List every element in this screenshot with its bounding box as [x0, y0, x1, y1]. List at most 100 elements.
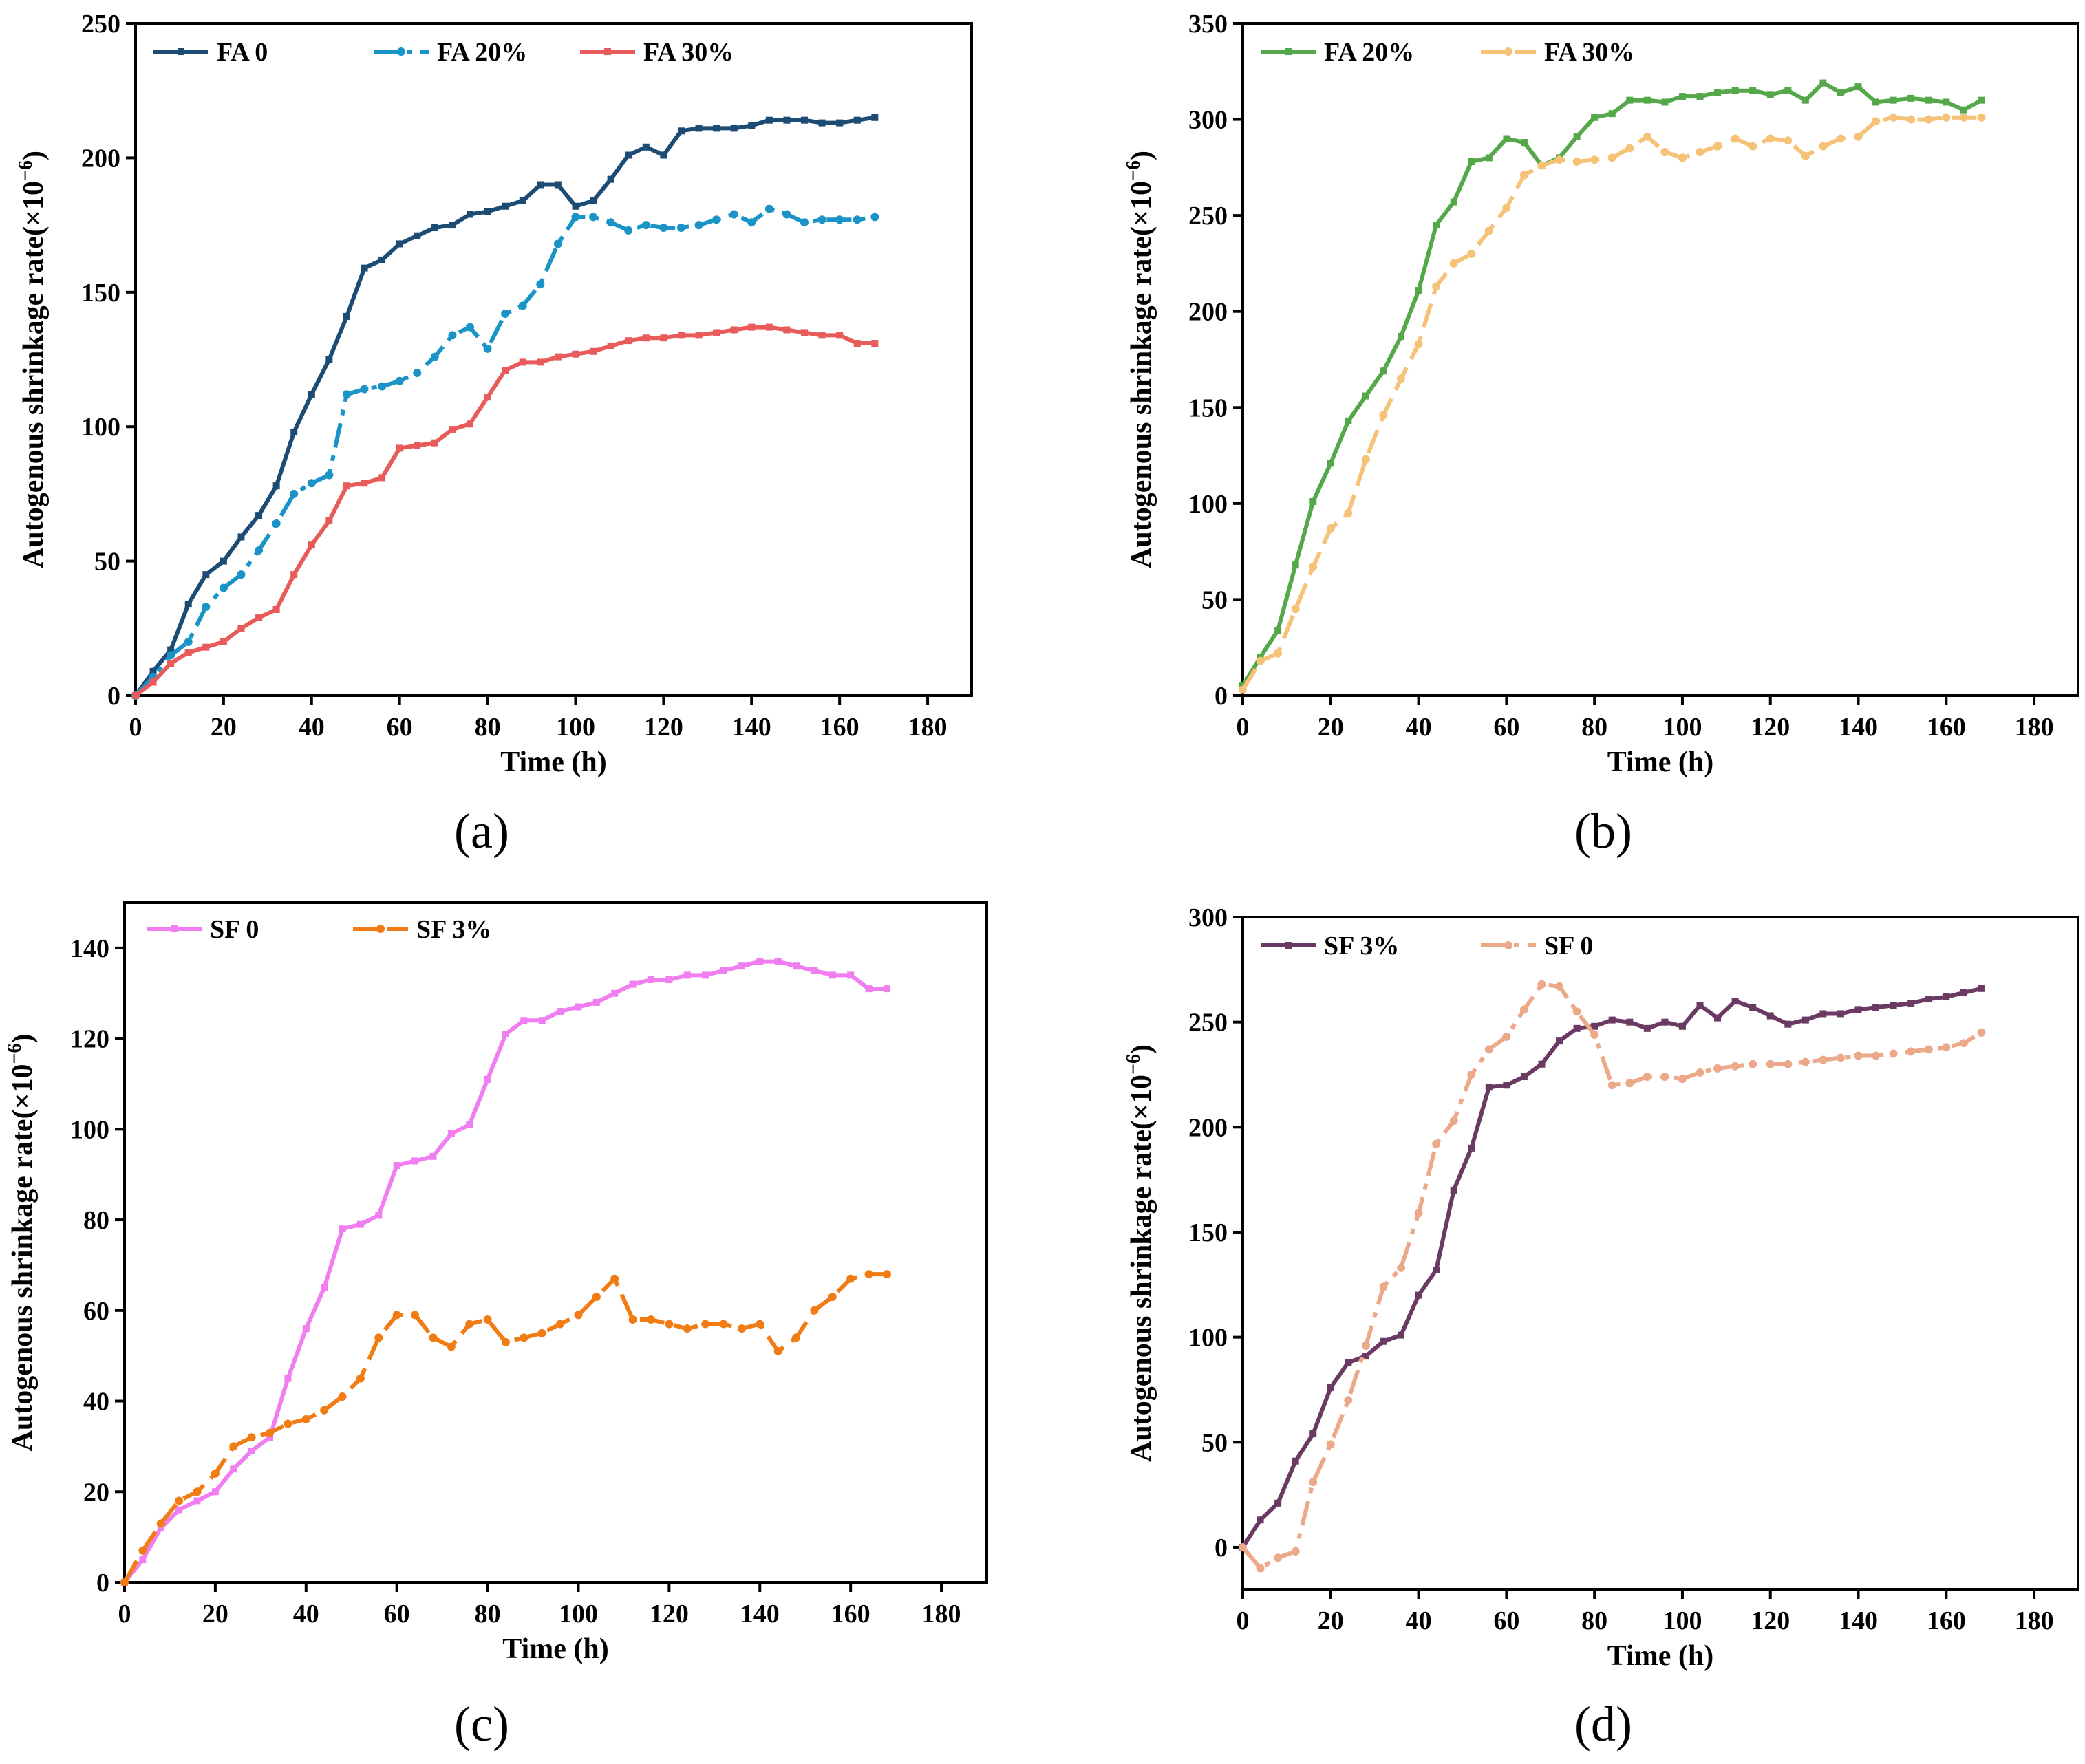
- panel-caption: (a): [454, 804, 509, 859]
- data-point: [175, 1506, 183, 1514]
- data-point: [701, 1320, 710, 1329]
- data-point: [1784, 87, 1792, 94]
- x-tick-label: 20: [1318, 1606, 1344, 1635]
- data-point: [836, 332, 844, 339]
- data-point: [247, 1433, 256, 1442]
- data-point: [1925, 996, 1932, 1003]
- series-sf-3-: [1239, 985, 1985, 1551]
- data-point: [290, 571, 298, 579]
- data-point: [325, 517, 333, 524]
- data-point: [1590, 155, 1599, 164]
- x-tick-label: 180: [2015, 1606, 2054, 1635]
- data-point: [467, 420, 473, 428]
- data-point: [302, 1325, 310, 1333]
- data-point: [184, 637, 193, 646]
- x-axis-title: Time (h): [500, 746, 606, 778]
- data-point: [1907, 115, 1916, 124]
- x-tick-label: 60: [1493, 713, 1519, 742]
- x-tick-label: 100: [559, 1600, 598, 1628]
- data-point: [1467, 249, 1476, 258]
- data-point: [1608, 110, 1616, 118]
- y-axis-title-main: Autogenous shrinkage rate(×10: [18, 181, 50, 568]
- y-tick-label: 200: [1188, 298, 1228, 327]
- data-point: [1678, 1022, 1686, 1030]
- data-point: [343, 312, 350, 320]
- data-point: [1959, 1039, 1968, 1048]
- data-point: [712, 215, 721, 224]
- data-point: [1749, 1004, 1757, 1011]
- legend-label: SF 3%: [416, 915, 491, 944]
- data-point: [248, 1447, 255, 1454]
- data-point: [255, 546, 264, 555]
- data-point: [1502, 203, 1511, 212]
- data-point: [624, 226, 633, 235]
- data-point: [449, 426, 456, 433]
- data-point: [764, 204, 773, 213]
- data-point: [1484, 226, 1493, 235]
- data-point: [641, 221, 650, 230]
- data-point: [1239, 685, 1247, 694]
- data-point: [411, 1311, 420, 1320]
- data-point: [1661, 1018, 1669, 1026]
- data-point: [1872, 98, 1880, 106]
- y-axis-title-main: Autogenous shrinkage rate(×10: [7, 1064, 39, 1452]
- data-point: [665, 976, 673, 983]
- data-point: [1661, 98, 1669, 106]
- data-point: [1625, 144, 1634, 153]
- data-point: [1714, 89, 1722, 96]
- y-tick-label: 120: [70, 1025, 109, 1054]
- legend-marker: [604, 48, 611, 55]
- data-point: [466, 1121, 473, 1128]
- data-point: [702, 971, 709, 979]
- data-point: [1819, 1010, 1827, 1018]
- data-point: [149, 678, 157, 686]
- data-point: [1977, 113, 1986, 122]
- y-axis-title-exponent: −6: [1123, 1054, 1144, 1075]
- data-point: [1731, 87, 1739, 94]
- data-point: [1327, 1384, 1334, 1391]
- data-point: [1607, 153, 1616, 162]
- data-point: [1784, 1020, 1792, 1028]
- data-point: [836, 119, 844, 127]
- y-axis-title-main: Autogenous shrinkage rate(×10: [1126, 1075, 1157, 1462]
- data-point: [1344, 1396, 1353, 1405]
- data-point: [1433, 222, 1440, 229]
- y-tick-label: 50: [1201, 585, 1228, 614]
- chart-panel-2: 0 20 40 60 80 100 120 140 160 180 0 50 100 150 200 250 3…: [1123, 10, 2079, 859]
- data-point: [1660, 148, 1669, 157]
- data-point: [554, 353, 562, 361]
- data-point: [1361, 455, 1370, 464]
- data-point: [1766, 134, 1775, 143]
- x-tick-label: 160: [820, 713, 859, 742]
- data-point: [502, 202, 509, 210]
- data-point: [870, 213, 879, 222]
- data-point: [606, 218, 615, 227]
- data-point: [683, 971, 691, 979]
- data-point: [1450, 198, 1457, 206]
- data-point: [429, 1152, 437, 1160]
- data-point: [1608, 1016, 1616, 1024]
- data-point: [818, 332, 826, 339]
- y-axis-title-close: ): [1126, 151, 1157, 160]
- data-point: [800, 218, 809, 227]
- y-axis-title-exponent: −6: [15, 160, 36, 181]
- data-point: [1801, 96, 1809, 104]
- data-point: [1854, 132, 1863, 141]
- data-point: [1872, 1004, 1880, 1011]
- data-point: [484, 394, 491, 401]
- data-point: [719, 1320, 728, 1329]
- data-point: [677, 332, 685, 339]
- data-point: [1907, 94, 1915, 102]
- series-fa-20-: [131, 204, 879, 700]
- y-tick-label: 150: [1188, 394, 1228, 422]
- data-point: [1520, 1073, 1528, 1081]
- data-point: [202, 603, 211, 612]
- data-point: [375, 1212, 383, 1219]
- x-tick-label: 120: [644, 713, 683, 742]
- data-point: [1345, 1359, 1352, 1366]
- data-point: [1696, 1068, 1704, 1077]
- x-tick-label: 20: [211, 713, 237, 742]
- x-tick-label: 100: [1662, 713, 1702, 742]
- x-tick-label: 180: [922, 1600, 961, 1628]
- data-point: [1643, 132, 1651, 141]
